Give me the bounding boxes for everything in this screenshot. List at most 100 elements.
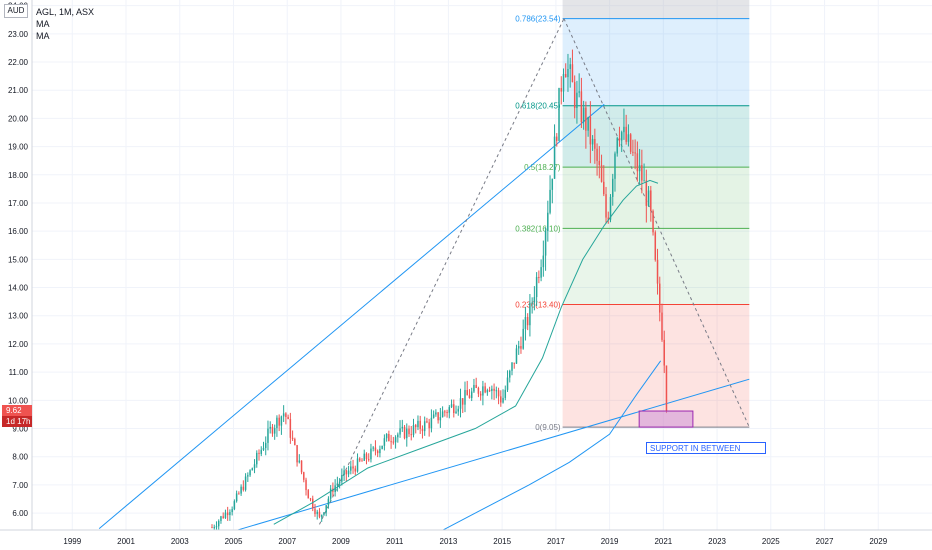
x-tick-label: 2003 [171,537,189,546]
candle-up [531,302,533,304]
candle-up [231,509,233,513]
legend-ma-2[interactable]: MA [36,31,50,41]
candle-down [556,136,558,141]
candle-up [506,377,509,390]
candle-down [468,395,471,399]
x-tick-label: 1999 [63,537,81,546]
y-tick-label: 16.00 [8,227,29,236]
fib-band [562,0,750,19]
candle-up [370,448,372,460]
candle-down [659,283,661,313]
candle-down [663,339,665,366]
candle-down [484,386,486,393]
y-tick-label: 14.00 [8,284,29,293]
candle-down [318,511,321,517]
trendline [98,103,605,529]
x-tick-label: 2001 [117,537,135,546]
x-tick-label: 2005 [225,537,243,546]
candle-up [504,389,507,398]
candle-up [491,388,493,391]
candle-up [229,512,231,516]
last-price-tag: 9.62 [2,405,32,417]
candle-up [533,297,536,303]
candle-down [461,398,464,405]
candle-up [576,92,578,109]
candle-up [609,196,612,220]
candle-down [656,259,659,284]
y-tick-label: 20.00 [8,114,29,123]
candle-up [244,476,247,490]
candle-down [428,422,430,429]
fib-level-label: 0.382(16.10) [515,224,561,233]
candle-up [336,483,339,486]
candle-down [414,425,417,428]
legend-symbol[interactable]: AGL, 1M, ASX [36,7,95,17]
y-tick-label: 19.00 [8,143,29,152]
candle-down [242,486,245,490]
candle-down [444,411,446,413]
candle-up [578,91,580,93]
candle-down [314,508,316,515]
candle-up [432,414,435,418]
candle-down [305,479,307,491]
candle-up [638,165,641,172]
candle-down [564,73,567,78]
candle-up [423,421,426,432]
candle-down [278,417,280,426]
candle-up [509,370,511,378]
candle-down [585,107,587,131]
candle-up [343,470,345,476]
candle-up [582,107,585,123]
moving-average-line [273,179,659,525]
fib-level-label: 0.786(23.54) [515,15,561,24]
candle-down [354,468,357,472]
candle-up [524,316,527,329]
x-tick-label: 2007 [278,537,296,546]
candle-up [338,481,341,484]
candle-up [558,88,560,141]
y-tick-label: 12.00 [8,340,29,349]
currency-label[interactable]: AUD [4,4,28,18]
candle-down [421,428,424,432]
fibonacci-retracement: 0.786(23.54) 0.618(20.45) 0.5(18.27) 0.382(… [515,0,750,432]
candle-down [634,152,636,154]
candle-down [222,516,224,518]
candle-up [253,464,256,469]
candle-up [551,178,554,190]
candle-up [262,447,265,450]
candle-up [529,302,531,326]
x-tick-label: 2029 [869,537,887,546]
candle-up [627,134,630,142]
support-annotation[interactable]: SUPPORT IN BETWEEN [646,442,766,454]
candle-up [417,420,419,428]
candle-down [226,512,229,516]
candle-down [359,458,361,461]
fib-level-label: 0(9.05) [535,423,561,432]
candle-down [361,460,363,462]
x-tick-label: 2009 [332,537,350,546]
candle-up [329,488,332,499]
candle-up [260,449,263,454]
candle-down [538,276,540,278]
candle-down [289,419,292,438]
candle-down [446,412,448,414]
candle-up [459,398,462,409]
candle-down [493,388,495,391]
candle-down [271,426,274,434]
candle-down [589,116,592,145]
countdown-tag: 1d 17h [2,416,32,428]
y-tick-label: 15.00 [8,255,29,264]
candle-up [522,328,524,349]
candle-up [406,428,408,439]
candle-up [213,527,215,529]
candle-up [280,416,283,426]
legend-ma-1[interactable]: MA [36,19,50,29]
y-tick-label: 11.00 [9,368,29,377]
y-tick-label: 23.00 [8,30,29,39]
candle-down [419,420,421,429]
candle-down [594,138,596,149]
x-tick-label: 2013 [440,537,458,546]
y-tick-label: 8.00 [12,453,28,462]
candle-down [390,441,392,443]
